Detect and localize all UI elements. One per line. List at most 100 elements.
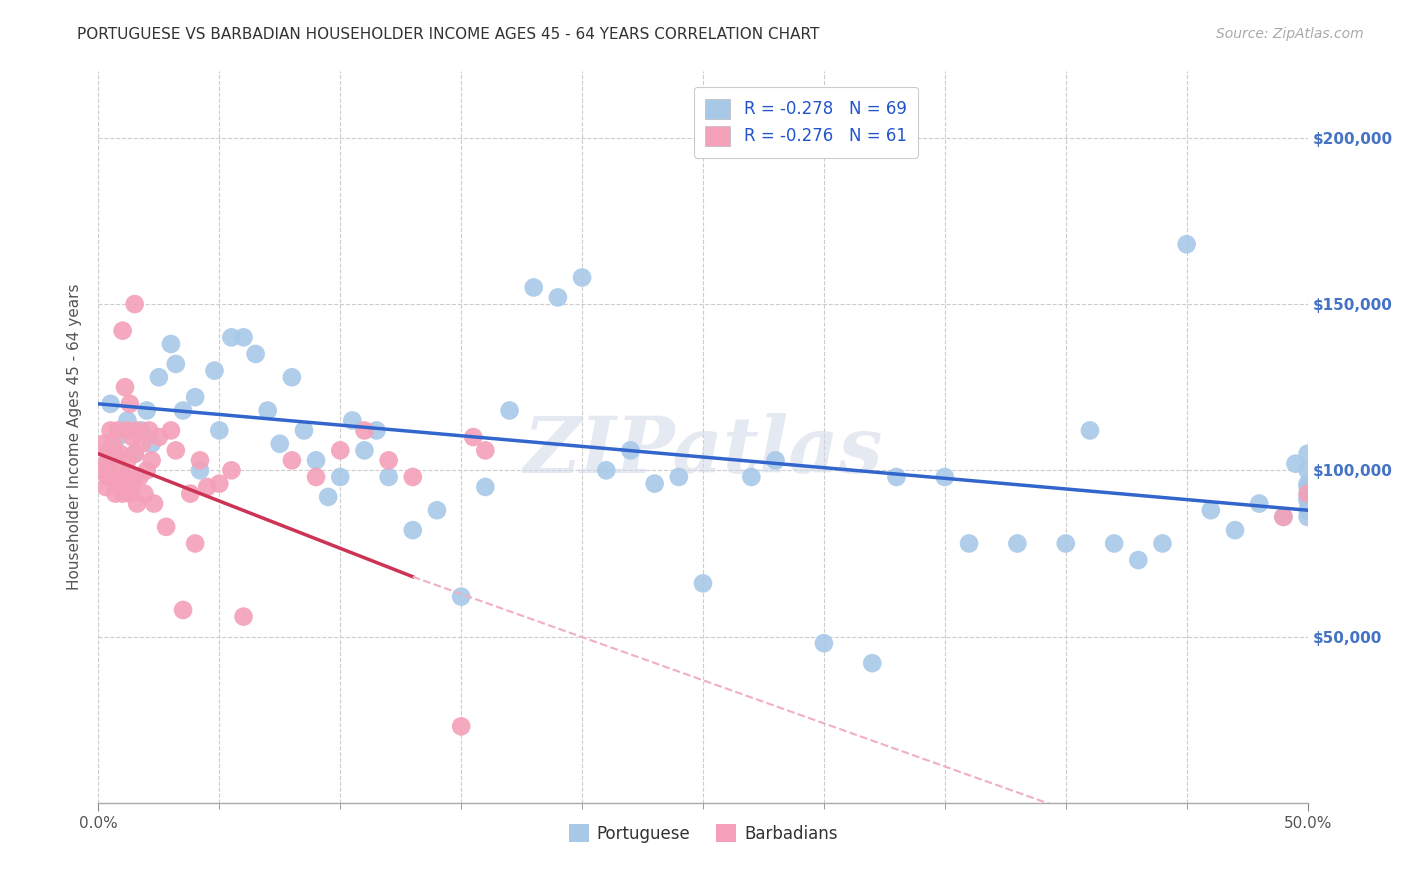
Point	[179, 486, 201, 500]
Point	[121, 480, 143, 494]
Point	[765, 453, 787, 467]
Point	[94, 480, 117, 494]
Point	[377, 453, 399, 467]
Point	[813, 636, 835, 650]
Point	[281, 453, 304, 467]
Point	[377, 470, 399, 484]
Point	[571, 270, 593, 285]
Point	[108, 463, 131, 477]
Point	[619, 443, 641, 458]
Point	[160, 337, 183, 351]
Point	[141, 436, 163, 450]
Point	[117, 413, 139, 427]
Point	[1175, 237, 1198, 252]
Point	[208, 424, 231, 438]
Point	[402, 523, 425, 537]
Point	[148, 370, 170, 384]
Point	[1223, 523, 1246, 537]
Point	[94, 457, 117, 471]
Point	[1296, 493, 1319, 508]
Point	[523, 280, 546, 294]
Point	[117, 424, 139, 438]
Point	[1296, 476, 1319, 491]
Point	[90, 463, 112, 477]
Point	[107, 470, 129, 484]
Point	[221, 463, 243, 477]
Point	[188, 453, 211, 467]
Point	[107, 430, 129, 444]
Point	[547, 290, 569, 304]
Point	[148, 430, 170, 444]
Point	[114, 470, 136, 484]
Point	[195, 480, 218, 494]
Point	[100, 463, 122, 477]
Point	[114, 380, 136, 394]
Point	[1152, 536, 1174, 550]
Text: ZIPatlas: ZIPatlas	[523, 414, 883, 490]
Point	[1054, 536, 1077, 550]
Point	[124, 447, 146, 461]
Point	[160, 424, 183, 438]
Point	[141, 453, 163, 467]
Point	[498, 403, 520, 417]
Text: PORTUGUESE VS BARBADIAN HOUSEHOLDER INCOME AGES 45 - 64 YEARS CORRELATION CHART: PORTUGUESE VS BARBADIAN HOUSEHOLDER INCO…	[77, 27, 820, 42]
Point	[118, 486, 141, 500]
Point	[269, 436, 291, 450]
Point	[131, 424, 153, 438]
Point	[957, 536, 980, 550]
Point	[1272, 509, 1295, 524]
Point	[1284, 457, 1306, 471]
Point	[886, 470, 908, 484]
Point	[256, 403, 278, 417]
Point	[138, 424, 160, 438]
Point	[353, 443, 375, 458]
Point	[124, 447, 146, 461]
Point	[474, 480, 496, 494]
Point	[204, 363, 226, 377]
Point	[1007, 536, 1029, 550]
Point	[101, 436, 124, 450]
Point	[104, 447, 127, 461]
Point	[97, 447, 120, 461]
Point	[860, 656, 883, 670]
Point	[1296, 480, 1319, 494]
Point	[245, 347, 267, 361]
Point	[329, 443, 352, 458]
Point	[934, 470, 956, 484]
Point	[111, 324, 134, 338]
Point	[100, 397, 122, 411]
Point	[668, 470, 690, 484]
Point	[131, 436, 153, 450]
Point	[118, 397, 141, 411]
Point	[1296, 503, 1319, 517]
Point	[644, 476, 666, 491]
Point	[366, 424, 388, 438]
Point	[134, 486, 156, 500]
Point	[221, 330, 243, 344]
Point	[111, 486, 134, 500]
Point	[1078, 424, 1101, 438]
Point	[595, 463, 617, 477]
Point	[1249, 497, 1271, 511]
Point	[127, 497, 149, 511]
Point	[135, 463, 157, 477]
Point	[108, 447, 131, 461]
Point	[1296, 463, 1319, 477]
Point	[124, 297, 146, 311]
Point	[353, 424, 375, 438]
Point	[1296, 509, 1319, 524]
Point	[281, 370, 304, 384]
Point	[1272, 509, 1295, 524]
Point	[184, 536, 207, 550]
Point	[402, 470, 425, 484]
Point	[208, 476, 231, 491]
Point	[450, 719, 472, 733]
Point	[305, 470, 328, 484]
Point	[1296, 447, 1319, 461]
Point	[101, 470, 124, 484]
Point	[97, 470, 120, 484]
Point	[165, 443, 187, 458]
Point	[316, 490, 339, 504]
Point	[1128, 553, 1150, 567]
Point	[292, 424, 315, 438]
